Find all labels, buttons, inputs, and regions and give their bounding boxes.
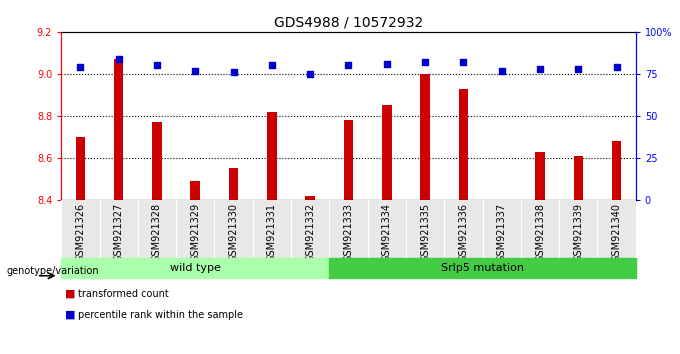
Text: Srlp5 mutation: Srlp5 mutation	[441, 263, 524, 273]
Point	[267, 63, 277, 68]
Bar	[267, 112, 277, 354]
Point	[228, 69, 239, 75]
Text: GSM921338: GSM921338	[535, 203, 545, 262]
Text: GSM921333: GSM921333	[343, 203, 354, 262]
Text: wild type: wild type	[170, 263, 221, 273]
Text: GSM921339: GSM921339	[573, 203, 583, 262]
Point	[458, 59, 469, 65]
Bar	[190, 181, 200, 354]
Bar	[612, 141, 622, 354]
Point	[152, 63, 163, 68]
Bar	[114, 59, 124, 354]
Point	[534, 66, 545, 72]
Bar	[497, 200, 507, 354]
Point	[496, 68, 507, 73]
Text: ■: ■	[65, 310, 75, 320]
Bar	[228, 169, 239, 354]
Bar	[382, 105, 392, 354]
Text: GSM921327: GSM921327	[114, 203, 124, 262]
Point	[113, 56, 124, 62]
Text: percentile rank within the sample: percentile rank within the sample	[78, 310, 243, 320]
Text: ■: ■	[65, 289, 75, 299]
Bar	[343, 120, 354, 354]
Text: GSM921336: GSM921336	[458, 203, 469, 262]
Point	[611, 64, 622, 70]
Text: GSM921330: GSM921330	[228, 203, 239, 262]
Point	[381, 61, 392, 67]
Text: GSM921332: GSM921332	[305, 203, 316, 262]
Point	[573, 66, 583, 72]
Bar	[573, 156, 583, 354]
Text: GSM921335: GSM921335	[420, 203, 430, 262]
Text: GSM921331: GSM921331	[267, 203, 277, 262]
Text: GSM921329: GSM921329	[190, 203, 201, 262]
Text: GSM921334: GSM921334	[381, 203, 392, 262]
Title: GDS4988 / 10572932: GDS4988 / 10572932	[274, 15, 423, 29]
Text: genotype/variation: genotype/variation	[7, 266, 99, 276]
Text: GSM921326: GSM921326	[75, 203, 86, 262]
Point	[190, 68, 201, 73]
Bar	[75, 137, 85, 354]
Bar	[305, 196, 315, 354]
Bar	[535, 152, 545, 354]
Point	[305, 71, 316, 77]
Text: GSM921328: GSM921328	[152, 203, 162, 262]
Point	[343, 63, 354, 68]
Bar	[458, 88, 469, 354]
Bar	[420, 74, 430, 354]
Text: GSM921340: GSM921340	[611, 203, 622, 262]
Point	[75, 64, 86, 70]
Bar	[61, 258, 329, 278]
Bar	[329, 258, 636, 278]
Bar	[152, 122, 162, 354]
Text: GSM921337: GSM921337	[496, 203, 507, 262]
Text: transformed count: transformed count	[78, 289, 169, 299]
Point	[420, 59, 430, 65]
